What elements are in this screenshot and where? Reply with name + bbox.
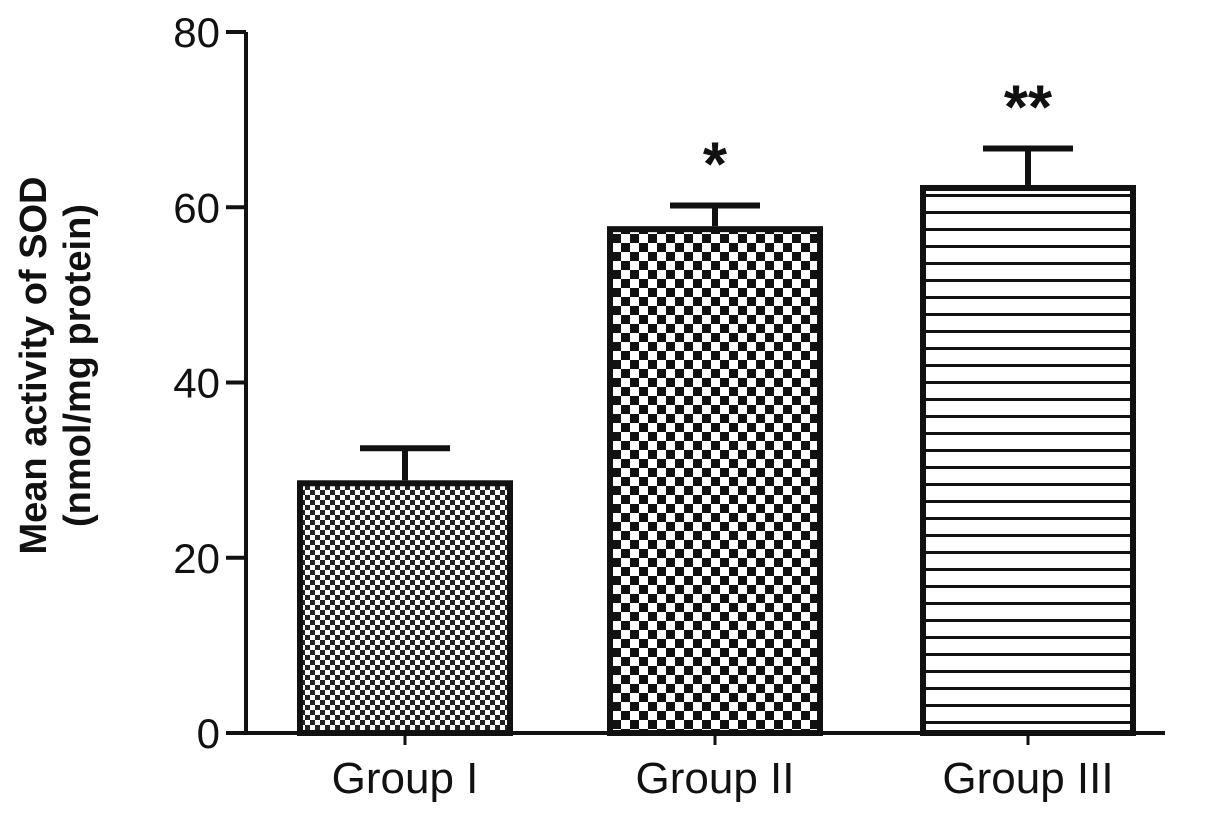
x-tick-label: Group II xyxy=(636,754,795,803)
labels-layer: Group I * Group II ** Group III 0 20 40 60 80 Mean… xyxy=(13,9,1114,803)
y-tick-label: 20 xyxy=(173,535,220,582)
y-axis-title-line-1: Mean activity of SOD xyxy=(13,177,55,555)
error-bars-layer xyxy=(360,145,1073,481)
y-tick-label: 0 xyxy=(197,710,220,757)
y-tick-label: 80 xyxy=(173,9,220,56)
y-axis-title-line-2: (nmol/mg protein) xyxy=(57,204,99,527)
significance-marker-2: * xyxy=(703,130,728,199)
y-tick-label: 60 xyxy=(173,184,220,231)
bars-layer xyxy=(297,184,1136,737)
x-tick-label: Group I xyxy=(332,754,479,803)
bar-3 xyxy=(920,184,1136,737)
y-tick-label: 40 xyxy=(173,360,220,407)
bar-2 xyxy=(607,226,823,736)
axes-layer xyxy=(226,30,1165,745)
x-tick-label: Group III xyxy=(942,754,1113,803)
y-axis-title: Mean activity of SOD (nmol/mg protein) xyxy=(13,177,99,555)
significance-marker-3: ** xyxy=(1004,74,1053,143)
bar-1 xyxy=(297,480,513,736)
